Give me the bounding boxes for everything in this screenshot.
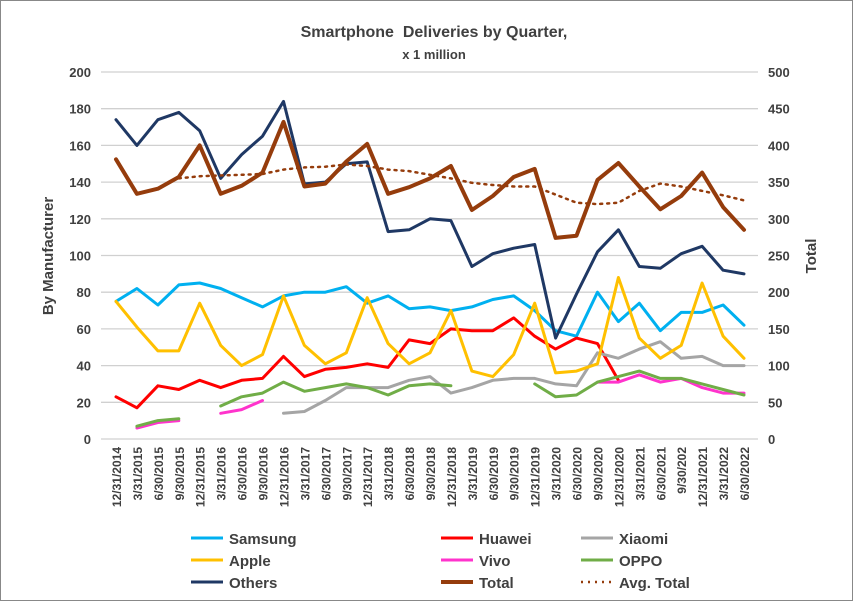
legend-label: Total — [479, 575, 514, 592]
x-tick-label: 3/31/2022 — [717, 447, 731, 501]
x-tick-label: 9/30/202 — [675, 447, 689, 494]
series-line-huawei — [114, 316, 620, 410]
x-tick-label: 9/30/2016 — [257, 447, 271, 501]
y2-tick-label: 250 — [768, 249, 790, 264]
y-tick-label: 160 — [69, 138, 91, 153]
series-line-apple — [114, 276, 746, 379]
x-tick-label: 3/31/2021 — [633, 447, 647, 501]
x-tick-label: 6/30/2016 — [236, 447, 250, 501]
y-tick-label: 40 — [77, 359, 91, 374]
x-tick-label: 6/30/2022 — [738, 447, 752, 501]
x-tick-label: 6/30/2015 — [152, 447, 166, 501]
y-tick-label: 60 — [77, 322, 91, 337]
x-tick-label: 12/31/2020 — [612, 447, 626, 507]
y-tick-label: 20 — [77, 395, 91, 410]
y-axis-label: By Manufacturer — [40, 197, 57, 316]
series-line-samsung — [114, 281, 746, 338]
legend-label: Others — [229, 575, 277, 592]
x-tick-label: 9/30/2018 — [424, 447, 438, 501]
x-tick-label: 3/31/2017 — [298, 447, 312, 501]
chart-title: Smartphone Deliveries by Quarter, — [301, 24, 568, 41]
y2-tick-label: 350 — [768, 175, 790, 190]
x-tick-label: 12/31/2016 — [277, 447, 291, 507]
x-tick-label: 9/30/2017 — [340, 447, 354, 501]
legend-label: Vivo — [479, 553, 510, 570]
series-line-vivo — [135, 373, 746, 430]
x-tick-label: 3/31/2015 — [131, 447, 145, 501]
series-line-others — [114, 99, 746, 340]
y2-axis-label: Total — [803, 239, 820, 274]
x-tick-label: 3/31/2020 — [550, 447, 564, 501]
x-tick-label: 3/31/2019 — [466, 447, 480, 501]
legend-label: Xiaomi — [619, 531, 668, 548]
y2-tick-label: 0 — [768, 432, 775, 447]
x-tick-label: 12/31/2018 — [445, 447, 459, 507]
y-tick-label: 100 — [69, 249, 91, 264]
y-tick-label: 140 — [69, 175, 91, 190]
x-tick-label: 12/31/2017 — [361, 447, 375, 507]
x-tick-label: 6/30/2017 — [319, 447, 333, 501]
x-tick-label: 12/31/2019 — [529, 447, 543, 507]
y2-tick-label: 50 — [768, 395, 782, 410]
x-tick-label: 3/31/2016 — [215, 447, 229, 501]
y2-tick-label: 200 — [768, 285, 790, 300]
x-tick-label: 9/30/2015 — [173, 447, 187, 501]
x-tick-label: 12/31/2021 — [696, 447, 710, 507]
y-tick-label: 0 — [84, 432, 91, 447]
x-tick-label: 12/31/2015 — [194, 447, 208, 507]
legend-label: Apple — [229, 553, 271, 570]
legend-label: Avg. Total — [619, 575, 690, 592]
chart-subtitle: x 1 million — [402, 47, 466, 62]
x-tick-label: 6/30/2019 — [487, 447, 501, 501]
y-tick-label: 80 — [77, 285, 91, 300]
y2-tick-label: 100 — [768, 359, 790, 374]
series-line-oppo — [135, 369, 746, 428]
legend-label: Huawei — [479, 531, 532, 548]
series-line-total — [114, 119, 746, 240]
x-tick-label: 6/30/2018 — [403, 447, 417, 501]
y2-tick-label: 150 — [768, 322, 790, 337]
x-tick-label: 3/31/2018 — [382, 447, 396, 501]
y-tick-label: 200 — [69, 65, 91, 80]
x-tick-label: 6/30/2020 — [571, 447, 585, 501]
y-tick-label: 120 — [69, 212, 91, 227]
legend-label: Samsung — [229, 531, 297, 548]
legend-label: OPPO — [619, 553, 663, 570]
y-tick-label: 180 — [69, 102, 91, 117]
y2-tick-label: 400 — [768, 138, 790, 153]
y2-tick-label: 500 — [768, 65, 790, 80]
x-tick-label: 6/30/2021 — [654, 447, 668, 501]
y2-tick-label: 300 — [768, 212, 790, 227]
y2-tick-label: 450 — [768, 102, 790, 117]
x-tick-label: 9/30/2019 — [508, 447, 522, 501]
x-tick-label: 9/30/2020 — [591, 447, 605, 501]
x-tick-label: 12/31/2014 — [110, 447, 124, 507]
